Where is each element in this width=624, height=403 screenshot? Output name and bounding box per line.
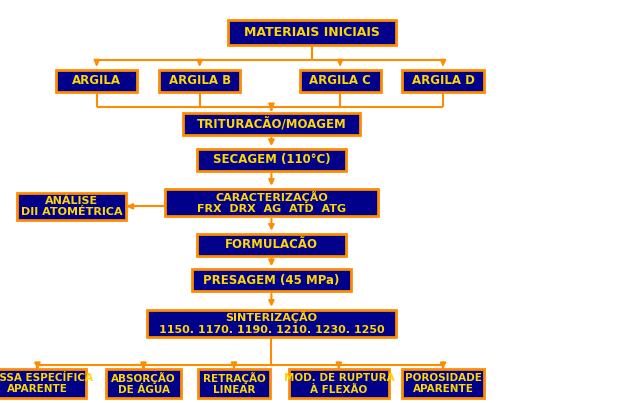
FancyBboxPatch shape <box>0 369 86 398</box>
Text: POROSIDADE
APARENTE: POROSIDADE APARENTE <box>404 373 482 395</box>
Text: MASSA ESPECÍFICA
APARENTE: MASSA ESPECÍFICA APARENTE <box>0 373 94 395</box>
FancyBboxPatch shape <box>198 369 270 398</box>
FancyBboxPatch shape <box>159 69 240 91</box>
Text: ARGILA: ARGILA <box>72 74 121 87</box>
Text: SECAGEM (110°C): SECAGEM (110°C) <box>213 154 330 166</box>
FancyBboxPatch shape <box>147 310 396 337</box>
Text: ARGILA B: ARGILA B <box>168 74 231 87</box>
FancyBboxPatch shape <box>56 69 137 91</box>
Text: ANÁLISE
DII ATOMÉTRICA: ANÁLISE DII ATOMÉTRICA <box>21 195 122 217</box>
Text: FORMULACÃO: FORMULACÃO <box>225 238 318 251</box>
Text: ABSORÇÃO
DE ÁGUA: ABSORÇÃO DE ÁGUA <box>111 372 176 395</box>
FancyBboxPatch shape <box>300 69 381 91</box>
FancyBboxPatch shape <box>228 20 396 45</box>
FancyBboxPatch shape <box>106 369 181 398</box>
Text: SINTERIZAÇÃO
1150. 1170. 1190. 1210. 1230. 1250: SINTERIZAÇÃO 1150. 1170. 1190. 1210. 123… <box>158 312 384 335</box>
FancyBboxPatch shape <box>165 189 378 216</box>
Text: RETRAÇÃO
LINEAR: RETRAÇÃO LINEAR <box>203 372 265 395</box>
FancyBboxPatch shape <box>289 369 389 398</box>
FancyBboxPatch shape <box>197 149 346 171</box>
FancyBboxPatch shape <box>197 234 346 256</box>
Text: ARGILA D: ARGILA D <box>412 74 474 87</box>
FancyBboxPatch shape <box>182 113 360 135</box>
Text: MATERIAIS INICIAIS: MATERIAIS INICIAIS <box>244 26 380 39</box>
Text: PRESAGEM (45 MPa): PRESAGEM (45 MPa) <box>203 274 339 287</box>
FancyBboxPatch shape <box>402 69 484 91</box>
Text: MOD. DE RUPTURA
À FLEXÃO: MOD. DE RUPTURA À FLEXÃO <box>283 373 394 395</box>
FancyBboxPatch shape <box>192 269 351 291</box>
Text: TRITURACÃO/MOAGEM: TRITURACÃO/MOAGEM <box>197 117 346 131</box>
Text: CARACTERIZAÇÃO
FRX  DRX  AG  ATD  ATG: CARACTERIZAÇÃO FRX DRX AG ATD ATG <box>197 191 346 214</box>
FancyBboxPatch shape <box>402 369 484 398</box>
Text: ARGILA C: ARGILA C <box>309 74 371 87</box>
FancyBboxPatch shape <box>17 193 126 220</box>
